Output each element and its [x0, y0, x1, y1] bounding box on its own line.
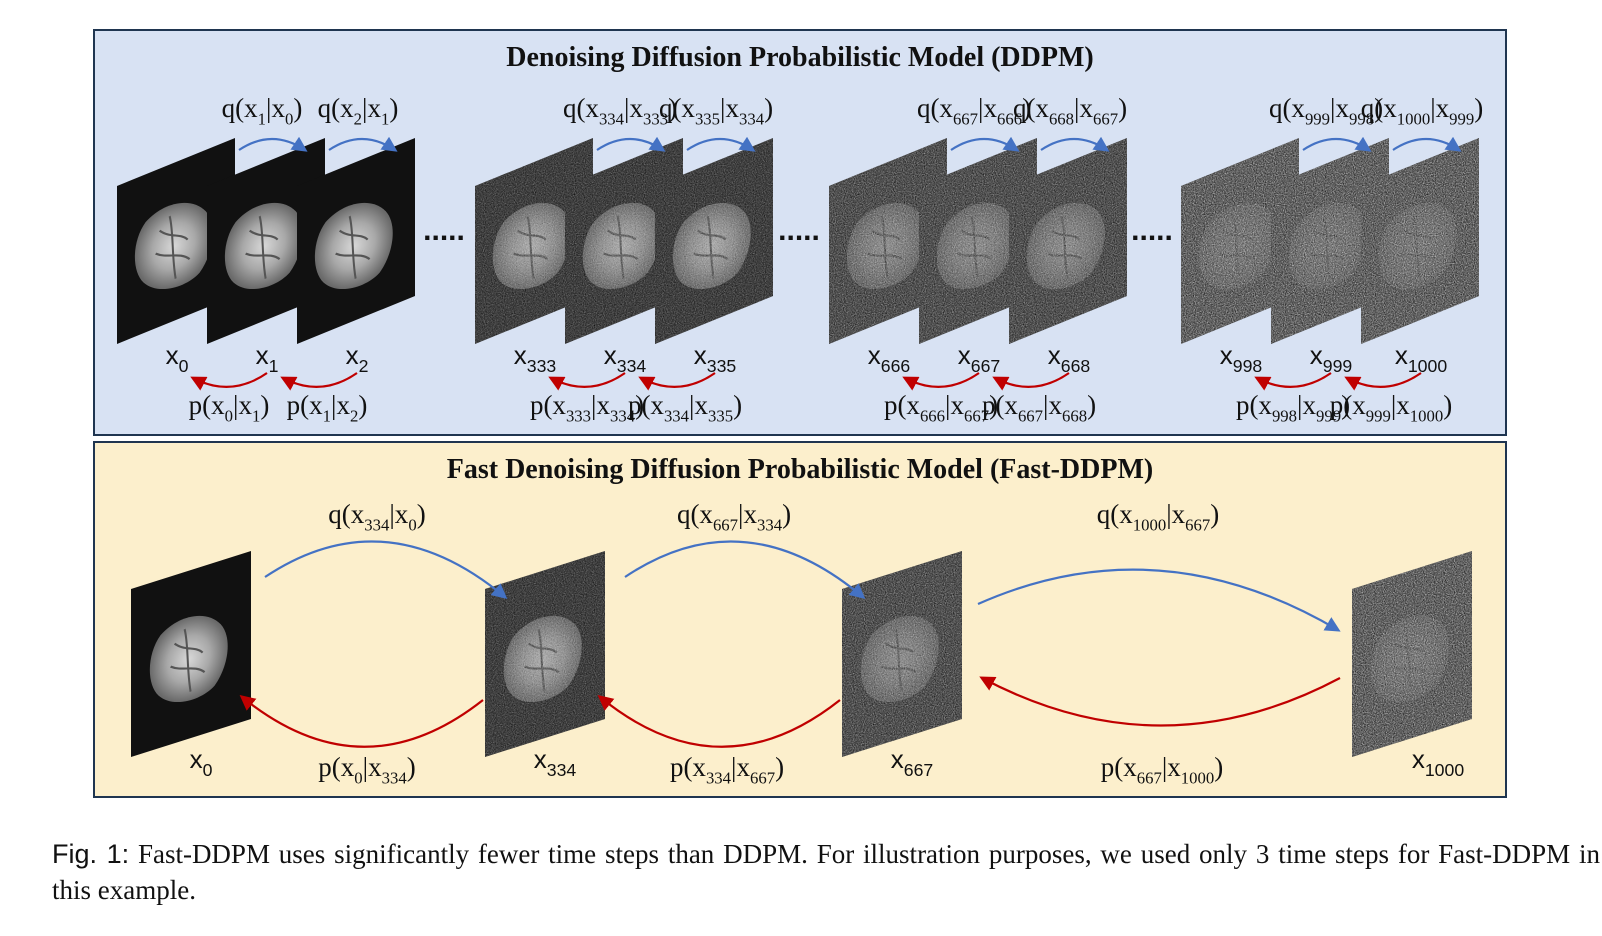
ellipsis-1: ..... — [423, 214, 465, 247]
forward-label-8: q(x1000|x999) — [1361, 93, 1483, 129]
fast-label-x667: x667 — [891, 744, 934, 780]
fast-reverse-arrow-1 — [239, 695, 484, 748]
reverse-arrow-8 — [1344, 372, 1422, 391]
ddpm-label-x333: x333 — [514, 340, 557, 376]
forward-label-3: q(x334|x333) — [563, 93, 677, 129]
fast-ddpm-title: Fast Denoising Diffusion Probabilistic M… — [447, 454, 1153, 485]
fast-reverse-label-1: p(x0|x334) — [318, 752, 415, 788]
ddpm-label-x666: x666 — [868, 340, 911, 376]
ddpm-label-x999: x999 — [1310, 340, 1353, 376]
reverse-label-2: p(x1|x2) — [287, 390, 368, 426]
fast-label-x0: x0 — [190, 744, 213, 780]
fast-label-x334: x334 — [534, 744, 577, 780]
ddpm-title: Denoising Diffusion Probabilistic Model … — [506, 42, 1093, 73]
fast-forward-label-1: q(x334|x0) — [328, 499, 425, 535]
reverse-label-6: p(x667|x668) — [982, 390, 1096, 426]
ddpm-label-x334: x334 — [604, 340, 647, 376]
forward-arrow-6 — [1040, 136, 1110, 152]
ddpm-label-x668: x668 — [1048, 340, 1091, 376]
reverse-label-8: p(x999|x1000) — [1330, 390, 1452, 426]
forward-arrow-2 — [328, 136, 398, 152]
ddpm-label-x1: x1 — [256, 340, 279, 376]
forward-arrow-7 — [1302, 136, 1372, 152]
fast-forward-arrow-1 — [264, 540, 508, 599]
forward-arrow-3 — [596, 136, 666, 152]
ddpm-label-x1000: x1000 — [1395, 340, 1447, 376]
fast-frame-x0 — [131, 551, 251, 757]
reverse-label-4: p(x334|x335) — [628, 390, 742, 426]
fast-reverse-label-2: p(x334|x667) — [670, 752, 784, 788]
ddpm-chain: x0 x1 x2 x333 x334 x335 x666 x667 x668 x998 x999 x1… — [117, 93, 1483, 426]
fast-ddpm-panel — [93, 441, 1507, 798]
ddpm-label-x2: x2 — [346, 340, 369, 376]
reverse-arrow-3 — [548, 372, 626, 391]
fast-reverse-arrow-2 — [597, 695, 841, 748]
forward-label-5: q(x667|x666) — [917, 93, 1031, 129]
reverse-arrow-2 — [280, 372, 358, 391]
reverse-arrow-4 — [638, 372, 716, 391]
reverse-label-3: p(x333|x334) — [530, 390, 644, 426]
ddpm-label-x998: x998 — [1220, 340, 1263, 376]
reverse-label-5: p(x666|x667) — [884, 390, 998, 426]
fast-label-x1000: x1000 — [1412, 744, 1464, 780]
forward-arrow-1 — [238, 136, 308, 152]
caption-label: Fig. 1: — [52, 839, 130, 869]
fast-frame-x667 — [842, 551, 962, 757]
fast-frame-x334 — [485, 551, 605, 757]
ellipsis-3: ..... — [1131, 214, 1173, 247]
fast-reverse-arrow-3 — [979, 676, 1341, 727]
fast-frame-x1000 — [1352, 551, 1472, 757]
forward-label-4: q(x335|x334) — [659, 93, 773, 129]
ddpm-label-x335: x335 — [694, 340, 737, 376]
reverse-arrow-7 — [1254, 372, 1332, 391]
fast-reverse-label-3: p(x667|x1000) — [1101, 752, 1223, 788]
reverse-label-1: p(x0|x1) — [189, 390, 270, 426]
forward-label-2: q(x2|x1) — [318, 93, 399, 129]
fast-forward-arrow-2 — [624, 540, 866, 599]
forward-arrow-8 — [1392, 136, 1462, 152]
reverse-arrow-6 — [992, 372, 1070, 391]
fast-forward-label-3: q(x1000|x667) — [1097, 499, 1219, 535]
forward-label-1: q(x1|x0) — [222, 93, 303, 129]
reverse-label-7: p(x998|x999) — [1236, 390, 1350, 426]
fast-forward-arrow-3 — [977, 568, 1341, 632]
fast-ddpm-chain: x0 x334 x667 x1000 q(x334|x0) q(x667|x334) q(x… — [131, 499, 1472, 788]
ddpm-label-x0: x0 — [166, 340, 189, 376]
figure-caption: Fig. 1: Fast-DDPM uses significantly few… — [52, 836, 1600, 908]
reverse-arrow-5 — [902, 372, 980, 391]
ddpm-label-x667: x667 — [958, 340, 1001, 376]
forward-label-7: q(x999|x998) — [1269, 93, 1383, 129]
caption-text: Fast-DDPM uses significantly fewer time … — [52, 839, 1600, 905]
fast-forward-label-2: q(x667|x334) — [677, 499, 791, 535]
ellipsis-2: ..... — [778, 214, 820, 247]
forward-arrow-4 — [686, 136, 756, 152]
forward-arrow-5 — [950, 136, 1020, 152]
forward-label-6: q(x668|x667) — [1013, 93, 1127, 129]
reverse-arrow-1 — [190, 372, 268, 391]
